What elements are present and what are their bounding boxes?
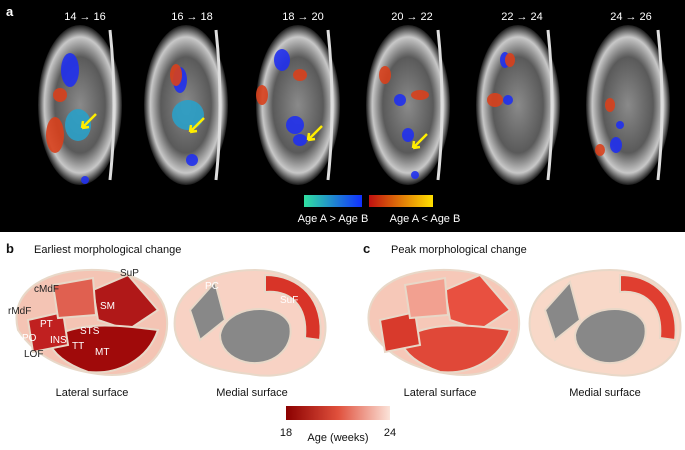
blue-cluster (411, 171, 419, 179)
panel-title: Earliest morphological change (34, 244, 181, 256)
blue-cluster (81, 176, 89, 184)
colorbar-decrease (304, 195, 362, 207)
brain-slice (366, 25, 450, 185)
region-label: TT (72, 341, 84, 352)
region (264, 273, 322, 342)
blue-cluster (274, 49, 290, 71)
colorbar-title: Age (weeks) (307, 432, 368, 444)
red-cluster (170, 64, 182, 86)
blue-cluster (610, 137, 622, 153)
blue-cluster (286, 116, 304, 134)
medial-wall (573, 308, 647, 365)
red-cluster (293, 69, 307, 81)
region-label: PC (205, 281, 219, 292)
red-cluster (595, 144, 605, 156)
panel-label: b (6, 241, 14, 256)
region (619, 273, 677, 342)
region (378, 310, 422, 354)
red-cluster (411, 90, 429, 100)
red-cluster (605, 98, 615, 112)
view-label: Medial surface (569, 387, 641, 399)
colorbar-label: Age A > Age B (298, 213, 369, 225)
region (543, 279, 582, 342)
colorbar-label: Age A < Age B (390, 213, 461, 225)
slice-title: 14 → 16 (64, 11, 106, 23)
red-cluster (487, 93, 503, 107)
region (91, 273, 160, 332)
region-label: STS (80, 326, 100, 337)
region-label: MT (95, 347, 109, 358)
region-label: PT (40, 319, 53, 330)
view-label: Lateral surface (404, 387, 477, 399)
blue-cluster (186, 154, 198, 166)
midline (656, 29, 664, 181)
region-label: PO (22, 333, 37, 344)
slices (38, 25, 670, 185)
blue-cluster (172, 100, 204, 130)
region-label: LOF (24, 349, 43, 360)
red-cluster (379, 66, 391, 84)
arrow (411, 133, 428, 150)
colorbar-increase (369, 195, 433, 207)
blue-cluster (616, 121, 624, 129)
blue-cluster (65, 109, 91, 141)
region (46, 324, 160, 374)
region-label: rMdF (8, 306, 31, 317)
blue-cluster (503, 95, 513, 105)
brains: SuP cMdF SM rMdF PT STS PO INS TT LOF MT PC SuF (8, 268, 682, 377)
region (26, 310, 70, 354)
region (403, 276, 450, 320)
panel-label: c (363, 241, 370, 256)
brain-slice (476, 25, 560, 185)
blue-cluster (394, 94, 406, 106)
view-label: Lateral surface (56, 387, 129, 399)
region-label: SuF (280, 295, 298, 306)
red-cluster (256, 85, 268, 105)
slice-title: 20 → 22 (391, 11, 433, 23)
medial-wall (218, 308, 292, 365)
colorbar-tick: 18 (280, 427, 292, 439)
blue-cluster (61, 53, 79, 87)
region (398, 324, 512, 374)
region (443, 273, 512, 332)
panel-title: Peak morphological change (391, 244, 527, 256)
arrow (188, 117, 205, 134)
brain-slice (586, 25, 670, 185)
midline (214, 29, 222, 181)
brain-slice (38, 25, 122, 185)
region (51, 276, 98, 320)
blue-cluster (402, 128, 414, 142)
midline (546, 29, 554, 181)
region-label: INS (50, 335, 67, 346)
midline (108, 29, 116, 181)
region-label: cMdF (34, 284, 59, 295)
midline (326, 29, 334, 181)
red-cluster (46, 117, 64, 153)
view-label: Medial surface (216, 387, 288, 399)
arrow (306, 125, 323, 142)
slice-title: 24 → 26 (610, 11, 652, 23)
panel-label: a (6, 4, 14, 19)
slice-title: 16 → 18 (171, 11, 213, 23)
colorbar-tick: 24 (384, 427, 396, 439)
midline (436, 29, 444, 181)
region (188, 279, 227, 342)
red-cluster (53, 88, 67, 102)
red-cluster (505, 53, 515, 67)
slice-title: 22 → 24 (501, 11, 543, 23)
region-label: SM (100, 301, 115, 312)
slice-title: 18 → 20 (282, 11, 324, 23)
region-label: SuP (120, 268, 139, 279)
age-colorbar (286, 406, 390, 420)
blue-cluster (293, 134, 307, 146)
arrow (80, 113, 97, 130)
brain-slice (256, 25, 340, 185)
